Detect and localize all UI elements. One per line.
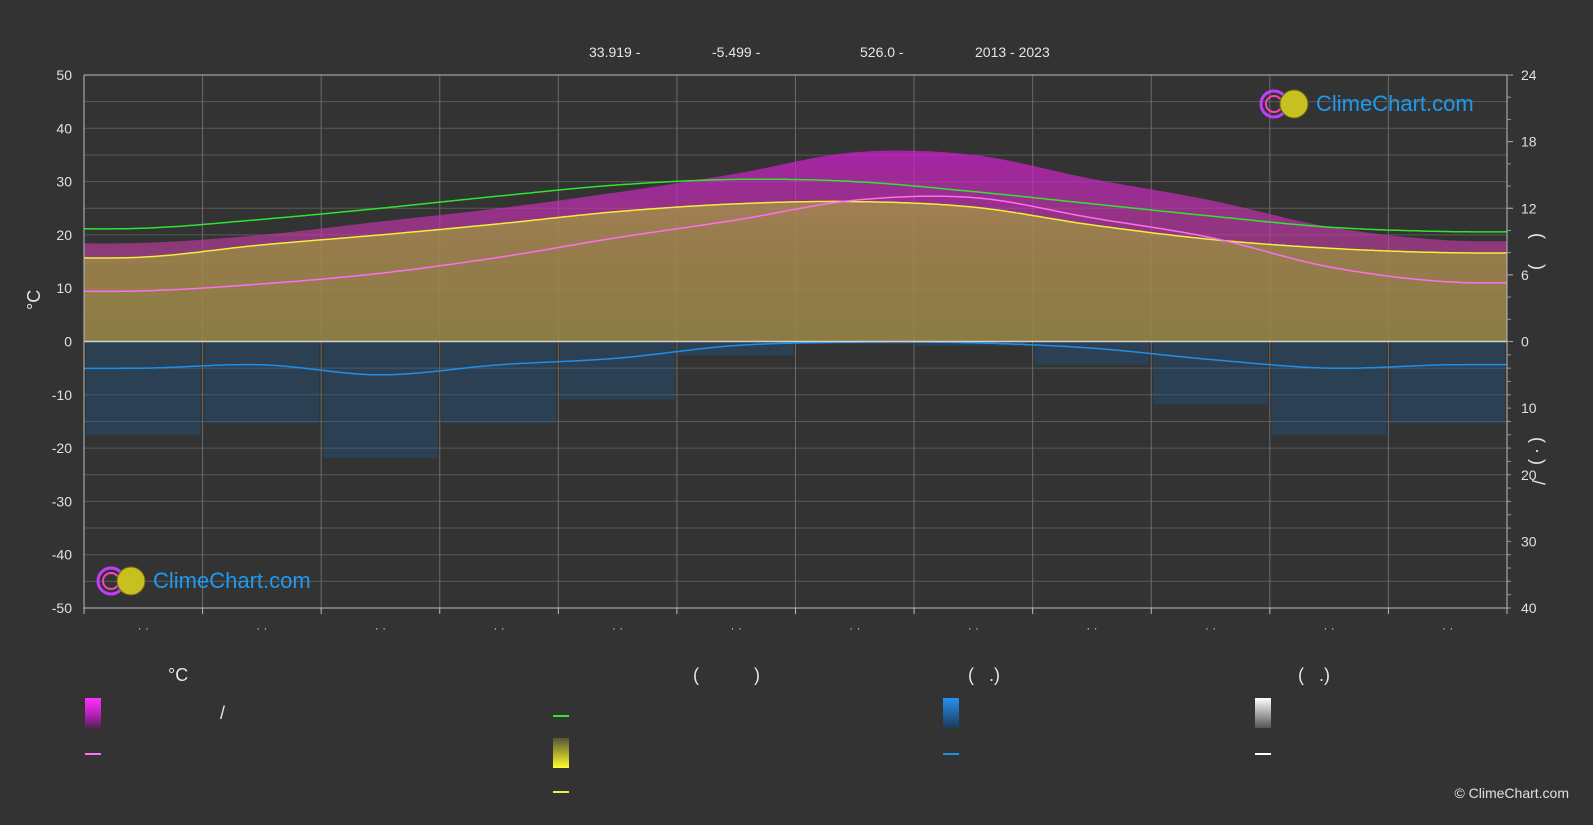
precip-bar xyxy=(86,341,201,435)
data-series xyxy=(84,150,1508,459)
left-tick-label: -20 xyxy=(52,440,72,456)
sunshine-line xyxy=(84,200,1508,259)
x-tick-label: · · xyxy=(493,621,504,635)
header-longitude: -5.499 - xyxy=(712,44,761,60)
legend-swatch-sunshine xyxy=(553,738,569,768)
logo-bottom-left: ClimeChart.com xyxy=(95,565,311,597)
precip-bar xyxy=(560,341,675,400)
precip-bar xyxy=(1390,341,1505,424)
logo-text: ClimeChart.com xyxy=(1316,91,1474,116)
legend-label-max-min: / xyxy=(220,703,226,723)
x-tick-label: · · xyxy=(138,621,149,635)
x-tick-label: · · xyxy=(1205,621,1216,635)
right-tick-label-precip: 30 xyxy=(1521,533,1537,549)
right-tick-label-hours: 24 xyxy=(1521,67,1537,83)
legend-header-sun: ( ) xyxy=(693,665,760,685)
right-tick-label-hours: 6 xyxy=(1521,267,1529,283)
left-tick-label: -40 xyxy=(52,547,72,563)
legend-header-snow: ( .) xyxy=(1298,665,1330,685)
logo-icon xyxy=(96,566,146,596)
precip-bar xyxy=(441,341,557,424)
x-tick-label: · · xyxy=(612,621,623,635)
copyright: © ClimeChart.com xyxy=(1454,785,1569,801)
x-tick-label: · · xyxy=(1323,621,1334,635)
x-tick-label: · · xyxy=(375,621,386,635)
precip-bar xyxy=(323,341,438,459)
x-tick-label: · · xyxy=(1086,621,1097,635)
left-tick-label: -50 xyxy=(52,600,72,616)
precip-bar xyxy=(678,341,794,356)
axes: 50 40 30 20 10 0 -10 -20 -30 -40 -50 24 18 12 6 0 10 20 30… xyxy=(52,67,1537,635)
logo-icon xyxy=(1259,89,1309,119)
sunshine-band xyxy=(84,201,1507,342)
legend-swatch-max-temp xyxy=(85,698,101,728)
x-tick-label: · · xyxy=(1442,621,1453,635)
right-tick-label-precip: 20 xyxy=(1521,467,1537,483)
left-tick-label: -30 xyxy=(52,493,72,509)
legend-swatch-precip xyxy=(943,698,959,728)
left-tick-label: 50 xyxy=(56,67,72,83)
x-tick-label: · · xyxy=(731,621,742,635)
header-years: 2013 - 2023 xyxy=(975,44,1050,60)
x-tick-label: · · xyxy=(256,621,267,635)
precip-bar xyxy=(1153,341,1268,405)
legend-swatch-snow xyxy=(1255,698,1271,728)
x-tick-label: · · xyxy=(968,621,979,635)
legend-header-temperature: °C xyxy=(168,665,189,685)
left-tick-label: 30 xyxy=(56,174,72,190)
left-tick-label: 20 xyxy=(56,227,72,243)
daylight-line xyxy=(84,178,1508,233)
mean-temp-line xyxy=(84,195,1508,293)
left-tick-label: -10 xyxy=(52,387,72,403)
precip-bar xyxy=(204,341,320,424)
left-tick-label: 40 xyxy=(56,120,72,136)
logo-text: ClimeChart.com xyxy=(153,568,311,593)
x-tick-label: · · xyxy=(849,621,860,635)
right-tick-label-hours: 0 xyxy=(1521,334,1529,350)
logo-top-right: ClimeChart.com xyxy=(1258,88,1474,120)
precip-bar xyxy=(916,341,1031,347)
right-tick-label-hours: 12 xyxy=(1521,200,1537,216)
legend-header-precip: ( .) xyxy=(968,665,1000,685)
precip-bar xyxy=(1034,341,1150,365)
right-tick-label-precip: 40 xyxy=(1521,600,1537,616)
left-tick-label: 0 xyxy=(64,334,72,350)
header-elevation: 526.0 - xyxy=(860,44,904,60)
right-tick-label-hours: 18 xyxy=(1521,134,1537,150)
right-tick-label-precip: 10 xyxy=(1521,400,1537,416)
left-tick-label: 10 xyxy=(56,280,72,296)
precip-line xyxy=(84,341,1507,376)
header-latitude: 33.919 - xyxy=(589,44,641,60)
precip-bar xyxy=(1271,341,1387,435)
